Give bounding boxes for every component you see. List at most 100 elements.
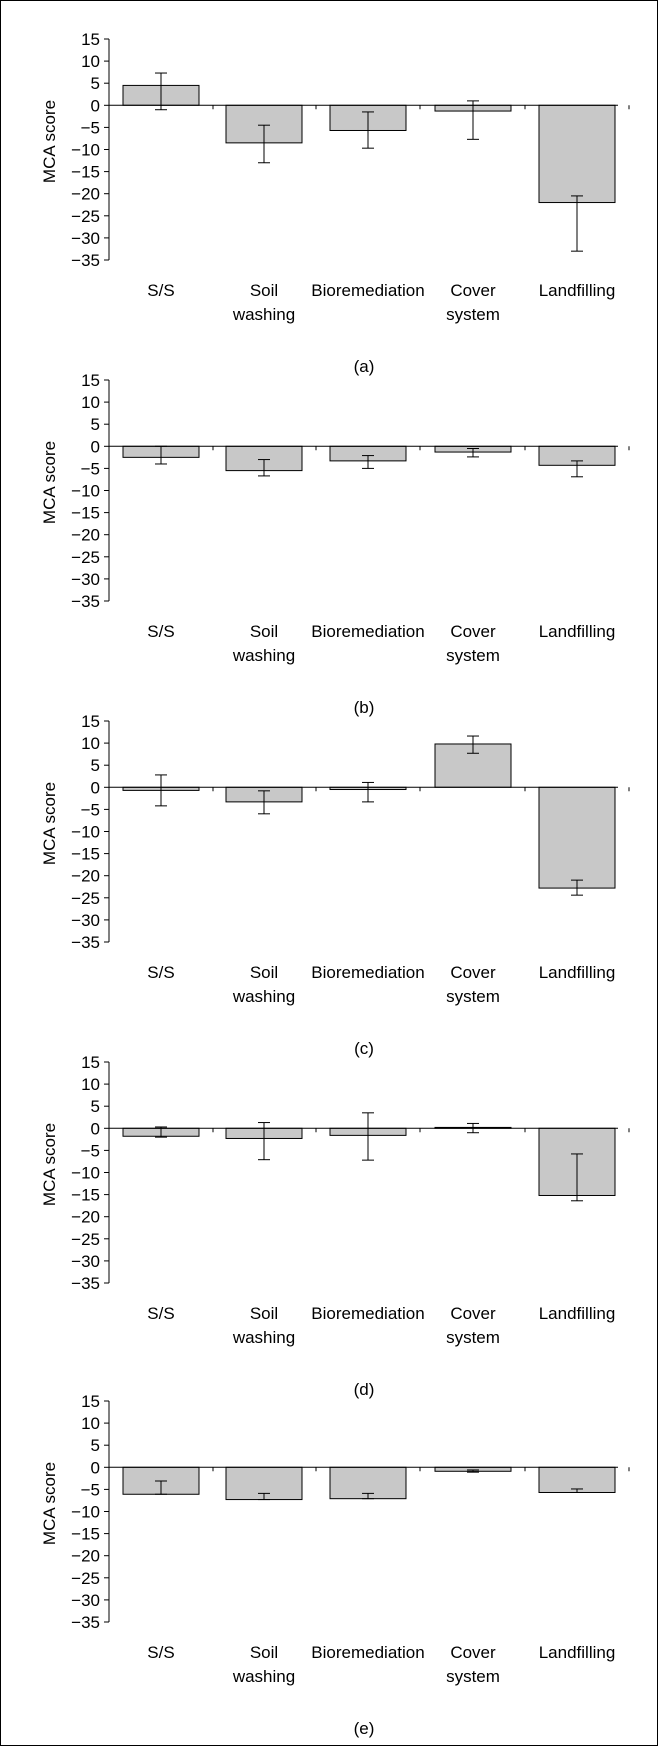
y-tick-label: 5 [91, 1097, 100, 1116]
y-tick-label: 15 [81, 712, 100, 731]
y-tick-label: −20 [71, 185, 100, 204]
x-category-label: system [446, 305, 500, 324]
y-tick-label: 15 [81, 1053, 100, 1072]
x-category-label: Soil [250, 1304, 278, 1323]
y-tick-label: −10 [71, 1164, 100, 1183]
y-tick-label: −5 [81, 1480, 100, 1499]
y-axis-label: MCA score [40, 1462, 59, 1545]
panel-label: (a) [354, 357, 375, 376]
bar-4 [538, 786, 616, 889]
chart-panel-3: 15 10 5 0 −5 −10 −15 −20 −25 −30 −35 MCA score S/S So… [40, 1053, 630, 1399]
x-category-label: Cover [450, 281, 496, 300]
panel-label: (b) [354, 698, 375, 717]
y-tick-label: −15 [71, 845, 100, 864]
y-tick-label: −10 [71, 823, 100, 842]
x-category-label: washing [232, 1328, 295, 1347]
y-tick-label: −30 [71, 570, 100, 589]
x-category-label: washing [232, 305, 295, 324]
y-tick-label: −5 [81, 1141, 100, 1160]
y-tick-label: −20 [71, 867, 100, 886]
x-category-label: S/S [147, 1643, 174, 1662]
x-category-label: S/S [147, 281, 174, 300]
y-tick-label: −25 [71, 207, 100, 226]
x-category-label: Landfilling [539, 622, 616, 641]
y-tick-label: 15 [81, 1392, 100, 1411]
y-tick-label: 10 [81, 1414, 100, 1433]
x-category-label: Bioremediation [311, 622, 424, 641]
x-category-label: Soil [250, 963, 278, 982]
x-category-label: S/S [147, 963, 174, 982]
y-tick-label: −20 [71, 1547, 100, 1566]
chart-panel-4: 15 10 5 0 −5 −10 −15 −20 −25 −30 −35 MCA score S/S So… [40, 1392, 630, 1738]
chart-panel-0: 15 10 5 0 −5 −10 −15 −20 −25 −30 −35 MCA score S/S So… [40, 30, 630, 376]
y-tick-label: 5 [91, 756, 100, 775]
x-category-label: Landfilling [539, 1304, 616, 1323]
y-tick-label: −20 [71, 1208, 100, 1227]
y-tick-label: −35 [71, 251, 100, 270]
x-category-label: Soil [250, 1643, 278, 1662]
y-tick-label: 5 [91, 74, 100, 93]
y-tick-label: 0 [91, 778, 100, 797]
panel-label: (d) [354, 1380, 375, 1399]
y-tick-label: 10 [81, 52, 100, 71]
x-category-label: system [446, 1328, 500, 1347]
x-category-label: Landfilling [539, 963, 616, 982]
y-tick-label: −25 [71, 889, 100, 908]
y-tick-label: 15 [81, 371, 100, 390]
y-tick-label: −10 [71, 141, 100, 160]
panel-label: (e) [354, 1719, 375, 1738]
y-tick-label: −15 [71, 163, 100, 182]
x-category-label: S/S [147, 622, 174, 641]
x-category-label: Bioremediation [311, 1643, 424, 1662]
y-tick-label: −35 [71, 933, 100, 952]
y-tick-label: 10 [81, 734, 100, 753]
y-tick-label: −30 [71, 1252, 100, 1271]
y-tick-label: −30 [71, 911, 100, 930]
y-tick-label: −35 [71, 1613, 100, 1632]
y-tick-label: 10 [81, 393, 100, 412]
y-tick-label: −5 [81, 800, 100, 819]
x-category-label: Cover [450, 1643, 496, 1662]
y-tick-label: 0 [91, 1458, 100, 1477]
x-category-label: system [446, 646, 500, 665]
y-tick-label: −5 [81, 118, 100, 137]
y-tick-label: −25 [71, 1569, 100, 1588]
y-tick-label: −15 [71, 1186, 100, 1205]
y-tick-label: −30 [71, 229, 100, 248]
y-axis-label: MCA score [40, 441, 59, 524]
y-tick-label: −30 [71, 1591, 100, 1610]
y-tick-label: 10 [81, 1075, 100, 1094]
y-tick-label: −20 [71, 526, 100, 545]
x-category-label: Cover [450, 622, 496, 641]
x-category-label: system [446, 987, 500, 1006]
y-tick-label: −15 [71, 1525, 100, 1544]
y-tick-label: 0 [91, 437, 100, 456]
y-tick-label: −25 [71, 1230, 100, 1249]
x-category-label: Bioremediation [311, 963, 424, 982]
x-category-label: Soil [250, 622, 278, 641]
y-axis-label: MCA score [40, 1123, 59, 1206]
x-category-label: Cover [450, 963, 496, 982]
y-tick-label: −10 [71, 1503, 100, 1522]
y-tick-label: −35 [71, 1274, 100, 1293]
y-tick-label: 5 [91, 1436, 100, 1455]
y-axis-label: MCA score [40, 100, 59, 183]
y-tick-label: −15 [71, 504, 100, 523]
y-tick-label: 15 [81, 30, 100, 49]
y-tick-label: 0 [91, 96, 100, 115]
x-category-label: Landfilling [539, 1643, 616, 1662]
x-category-label: Landfilling [539, 281, 616, 300]
y-tick-label: −10 [71, 482, 100, 501]
y-tick-label: 5 [91, 415, 100, 434]
y-tick-label: −5 [81, 459, 100, 478]
bar-4 [538, 1466, 616, 1493]
x-category-label: system [446, 1667, 500, 1686]
panel-label: (c) [354, 1039, 374, 1058]
x-category-label: Bioremediation [311, 281, 424, 300]
y-tick-label: −25 [71, 548, 100, 567]
y-tick-label: 0 [91, 1119, 100, 1138]
y-tick-label: −35 [71, 592, 100, 611]
chart-panel-2: 15 10 5 0 −5 −10 −15 −20 −25 −30 −35 MCA score S/S So… [40, 712, 630, 1058]
chart-panel-1: 15 10 5 0 −5 −10 −15 −20 −25 −30 −35 MCA score S/S So… [40, 371, 630, 717]
